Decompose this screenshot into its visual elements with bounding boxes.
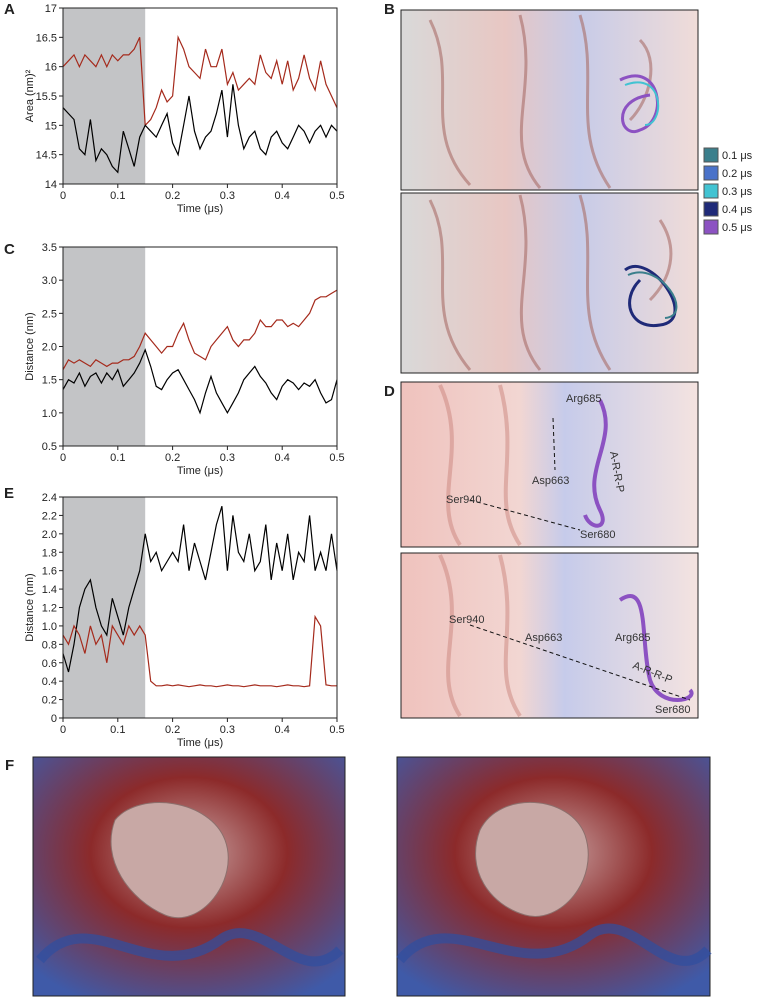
y-tick-label: 2.2 — [42, 510, 57, 522]
y-tick-label: 17 — [45, 3, 57, 15]
panel-letter: A — [4, 1, 15, 18]
x-tick-label: 0.4 — [275, 190, 290, 202]
y-tick-label: 1.0 — [42, 621, 57, 633]
structure-image: Arg685 Asp663 Ser940 Ser680 A-R-R-P — [400, 552, 699, 719]
residue-label: Ser940 — [446, 494, 481, 506]
panel-letter: B — [384, 1, 395, 18]
y-axis-label: Distance (nm) — [24, 573, 36, 641]
x-tick-label: 0.1 — [110, 724, 125, 736]
x-tick-label: 0.4 — [275, 724, 290, 736]
y-tick-label: 16.5 — [36, 32, 57, 44]
y-tick-label: 1.2 — [42, 603, 57, 615]
data-line — [62, 506, 338, 673]
legend-label: 0.5 μs — [722, 222, 753, 234]
x-tick-label: 0.5 — [329, 190, 344, 202]
legend-swatch — [703, 147, 719, 163]
x-tick-label: 0.2 — [165, 190, 180, 202]
y-tick-label: 3.0 — [42, 275, 57, 287]
y-tick-label: 15 — [45, 120, 57, 132]
residue-label: Ser940 — [449, 614, 484, 626]
shaded-region — [63, 247, 146, 446]
x-axis-label: Time (μs) — [177, 737, 223, 749]
x-tick-label: 0 — [60, 190, 66, 202]
structure-image: Arg685 Asp663 Ser940 Ser680 A-R-R-P — [400, 381, 699, 548]
structure-image — [400, 192, 699, 374]
x-tick-label: 0.3 — [220, 190, 235, 202]
y-tick-label: 14.5 — [36, 150, 57, 162]
x-tick-label: 0 — [60, 452, 66, 464]
panel-letter: F — [5, 757, 14, 774]
x-tick-label: 0.1 — [110, 452, 125, 464]
y-tick-label: 3.5 — [42, 242, 57, 254]
residue-label: Asp663 — [525, 632, 562, 644]
data-line — [62, 289, 338, 370]
panel-letter: E — [4, 485, 14, 502]
x-tick-label: 0.4 — [275, 452, 290, 464]
y-tick-label: 2.0 — [42, 342, 57, 354]
y-tick-label: 1.5 — [42, 375, 57, 387]
residue-label: Arg685 — [566, 393, 601, 405]
x-axis-label: Time (μs) — [177, 203, 223, 215]
x-tick-label: 0.2 — [165, 452, 180, 464]
legend: 0.1 μs 0.2 μs 0.3 μs 0.4 μs 0.5 μs — [703, 147, 753, 235]
structure-image — [32, 756, 346, 997]
y-tick-label: 2.5 — [42, 308, 57, 320]
residue-label: Ser680 — [580, 529, 615, 541]
y-tick-label: 15.5 — [36, 91, 57, 103]
y-axis-label: Distance (nm) — [24, 312, 36, 380]
data-line — [62, 614, 337, 688]
shaded-region — [63, 497, 146, 718]
y-tick-label: 0.6 — [42, 658, 57, 670]
x-tick-label: 0.5 — [329, 724, 344, 736]
y-tick-label: 0.4 — [42, 676, 57, 688]
y-tick-label: 0.8 — [42, 639, 57, 651]
legend-label: 0.3 μs — [722, 186, 753, 198]
legend-label: 0.1 μs — [722, 150, 753, 162]
legend-swatch — [703, 201, 719, 217]
x-tick-label: 0.3 — [220, 452, 235, 464]
structure-image — [400, 9, 699, 191]
y-axis-label: Area (nm)² — [24, 69, 36, 122]
y-tick-label: 1.4 — [42, 584, 57, 596]
data-line — [62, 348, 338, 415]
legend-label: 0.2 μs — [722, 168, 753, 180]
y-tick-label: 2.4 — [42, 492, 57, 504]
plot-frame — [62, 7, 338, 185]
x-tick-label: 0.2 — [165, 724, 180, 736]
x-tick-label: 0.1 — [110, 190, 125, 202]
y-tick-label: 1.0 — [42, 408, 57, 420]
y-tick-label: 1.8 — [42, 547, 57, 559]
y-tick-label: 0 — [51, 713, 57, 725]
y-tick-label: 0.5 — [42, 441, 57, 453]
y-tick-label: 1.6 — [42, 566, 57, 578]
data-line — [62, 35, 338, 127]
shaded-region — [63, 8, 146, 184]
structure-image — [396, 756, 712, 997]
y-tick-label: 16 — [45, 62, 57, 74]
panel-letter: C — [4, 241, 15, 258]
x-tick-label: 0 — [60, 724, 66, 736]
x-tick-label: 0.3 — [220, 724, 235, 736]
residue-label: Asp663 — [532, 475, 569, 487]
y-tick-label: 2.0 — [42, 529, 57, 541]
x-axis-label: Time (μs) — [177, 465, 223, 477]
legend-swatch — [703, 219, 719, 235]
y-tick-label: 14 — [45, 179, 57, 191]
data-line — [62, 84, 338, 174]
residue-label: Ser680 — [655, 704, 690, 716]
x-tick-label: 0.5 — [329, 452, 344, 464]
residue-label: Arg685 — [615, 632, 650, 644]
panel-letter: D — [384, 383, 395, 400]
legend-label: 0.4 μs — [722, 204, 753, 216]
legend-swatch — [703, 165, 719, 181]
plot-frame — [62, 496, 338, 719]
legend-swatch — [703, 183, 719, 199]
y-tick-label: 0.2 — [42, 695, 57, 707]
plot-frame — [62, 246, 338, 447]
